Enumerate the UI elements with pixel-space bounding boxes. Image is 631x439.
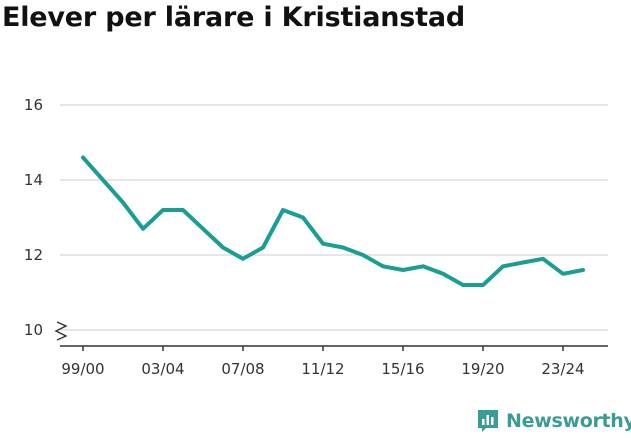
newsworthy-logo-icon [478,410,498,432]
axis-break-zigzag [54,321,68,341]
y-tick-label-16: 16 [24,96,43,114]
gridlines [60,104,608,331]
y-tick-label-12: 12 [24,246,43,264]
brand-logo: Newsworthy [476,408,631,434]
y-axis-ticks: 10 12 14 16 [24,96,43,339]
x-tick-label: 19/20 [461,360,504,378]
x-tick-label: 11/12 [301,360,344,378]
y-tick-label-14: 14 [24,171,43,189]
x-tick-label: 07/08 [221,360,264,378]
x-tick-label: 23/24 [541,360,584,378]
series-line-0 [81,155,585,287]
series-lines [81,155,585,287]
x-tick-label: 99/00 [61,360,104,378]
axis-break-icon [54,321,68,341]
brand-name: Newsworthy [506,410,631,432]
chart-title: Elever per lärare i Kristianstad [2,2,465,33]
x-tick-label: 15/16 [381,360,424,378]
x-axis-ticks: 99/00 03/04 07/08 11/12 15/16 19/20 23/24 [61,346,585,378]
y-tick-label-10: 10 [24,321,43,339]
x-tick-label: 03/04 [141,360,184,378]
